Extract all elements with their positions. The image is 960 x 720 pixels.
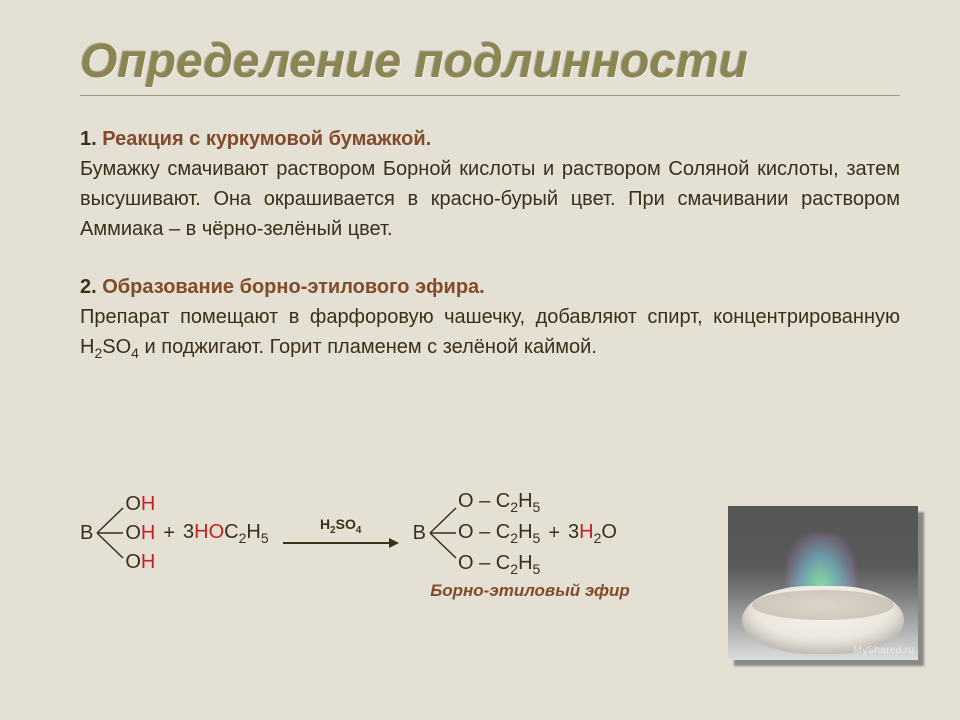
oh-stack-left: OH OH OH [125,491,155,576]
flame-photo: MyShared.ru [728,506,918,660]
photo-watermark: MyShared.ru [853,645,914,656]
plus-2: + [540,520,568,547]
section-2-heading: 2. Образование борно-этилового эфира. [80,272,900,302]
oh-row-3: OH [125,549,155,576]
section-2-body: Препарат помещают в фарфоровую чашечку, … [80,302,900,364]
section-1-body: Бумажку смачивают раствором Борной кисло… [80,154,900,244]
section-2-number: 2. [80,276,97,298]
oc2h5-row-1: O – C2H5 [458,488,540,517]
reagent-ethanol: 3HOC2H5 [183,519,269,548]
coeff-1: 3 [183,521,194,543]
reagent-highlight: HO [194,521,224,543]
section-1-number: 1. [80,128,97,150]
section-1-name: Реакция с куркумовой бумажкой. [102,128,431,150]
slide-corner-fold [938,698,960,720]
bond-lines-right [428,498,458,568]
section-2: 2. Образование борно-этилового эфира. Пр… [80,272,900,364]
reactant-boh3: B OH OH OH [80,491,155,576]
bond-lines-left [95,498,125,568]
oc2h5-stack-right: O – C2H5 O – C2H5 O – C2H5 [458,488,540,579]
arrow-icon [281,535,401,551]
section-1-heading: 1. Реакция с куркумовой бумажкой. [80,124,900,154]
byproduct-water: 3H2O [568,519,617,548]
reaction-arrow: H2SO4 [269,515,413,551]
section-1: 1. Реакция с куркумовой бумажкой. Бумажк… [80,124,900,244]
oc2h5-row-2: O – C2H5 [458,519,540,548]
oh-row-2: OH [125,520,155,547]
section-2-sub2: 4 [131,345,139,361]
boron-symbol-left: B [80,520,95,547]
section-2-body-post: и поджигают. Горит пламенем с зелёной ка… [139,336,597,358]
coeff-2: 3 [568,521,579,543]
slide: Определение подлинности 1. Реакция с кур… [0,0,960,720]
photo-content: MyShared.ru [728,506,918,660]
slide-title: Определение подлинности [80,34,900,89]
oh-row-1: OH [125,491,155,518]
equation-caption: Борно-этиловый эфир [430,580,630,601]
section-2-mid1: SO [102,336,131,358]
product-borate: B O – C2H5 O – C2H5 O – C2H5 [413,488,541,579]
section-2-name: Образование борно-этилового эфира. [102,276,484,298]
arrow-condition: H2SO4 [320,515,361,537]
plus-1: + [155,520,183,547]
title-underline [80,95,900,96]
bowl-icon [742,586,904,654]
boron-symbol-right: B [413,520,428,547]
oc2h5-row-3: O – C2H5 [458,550,540,579]
